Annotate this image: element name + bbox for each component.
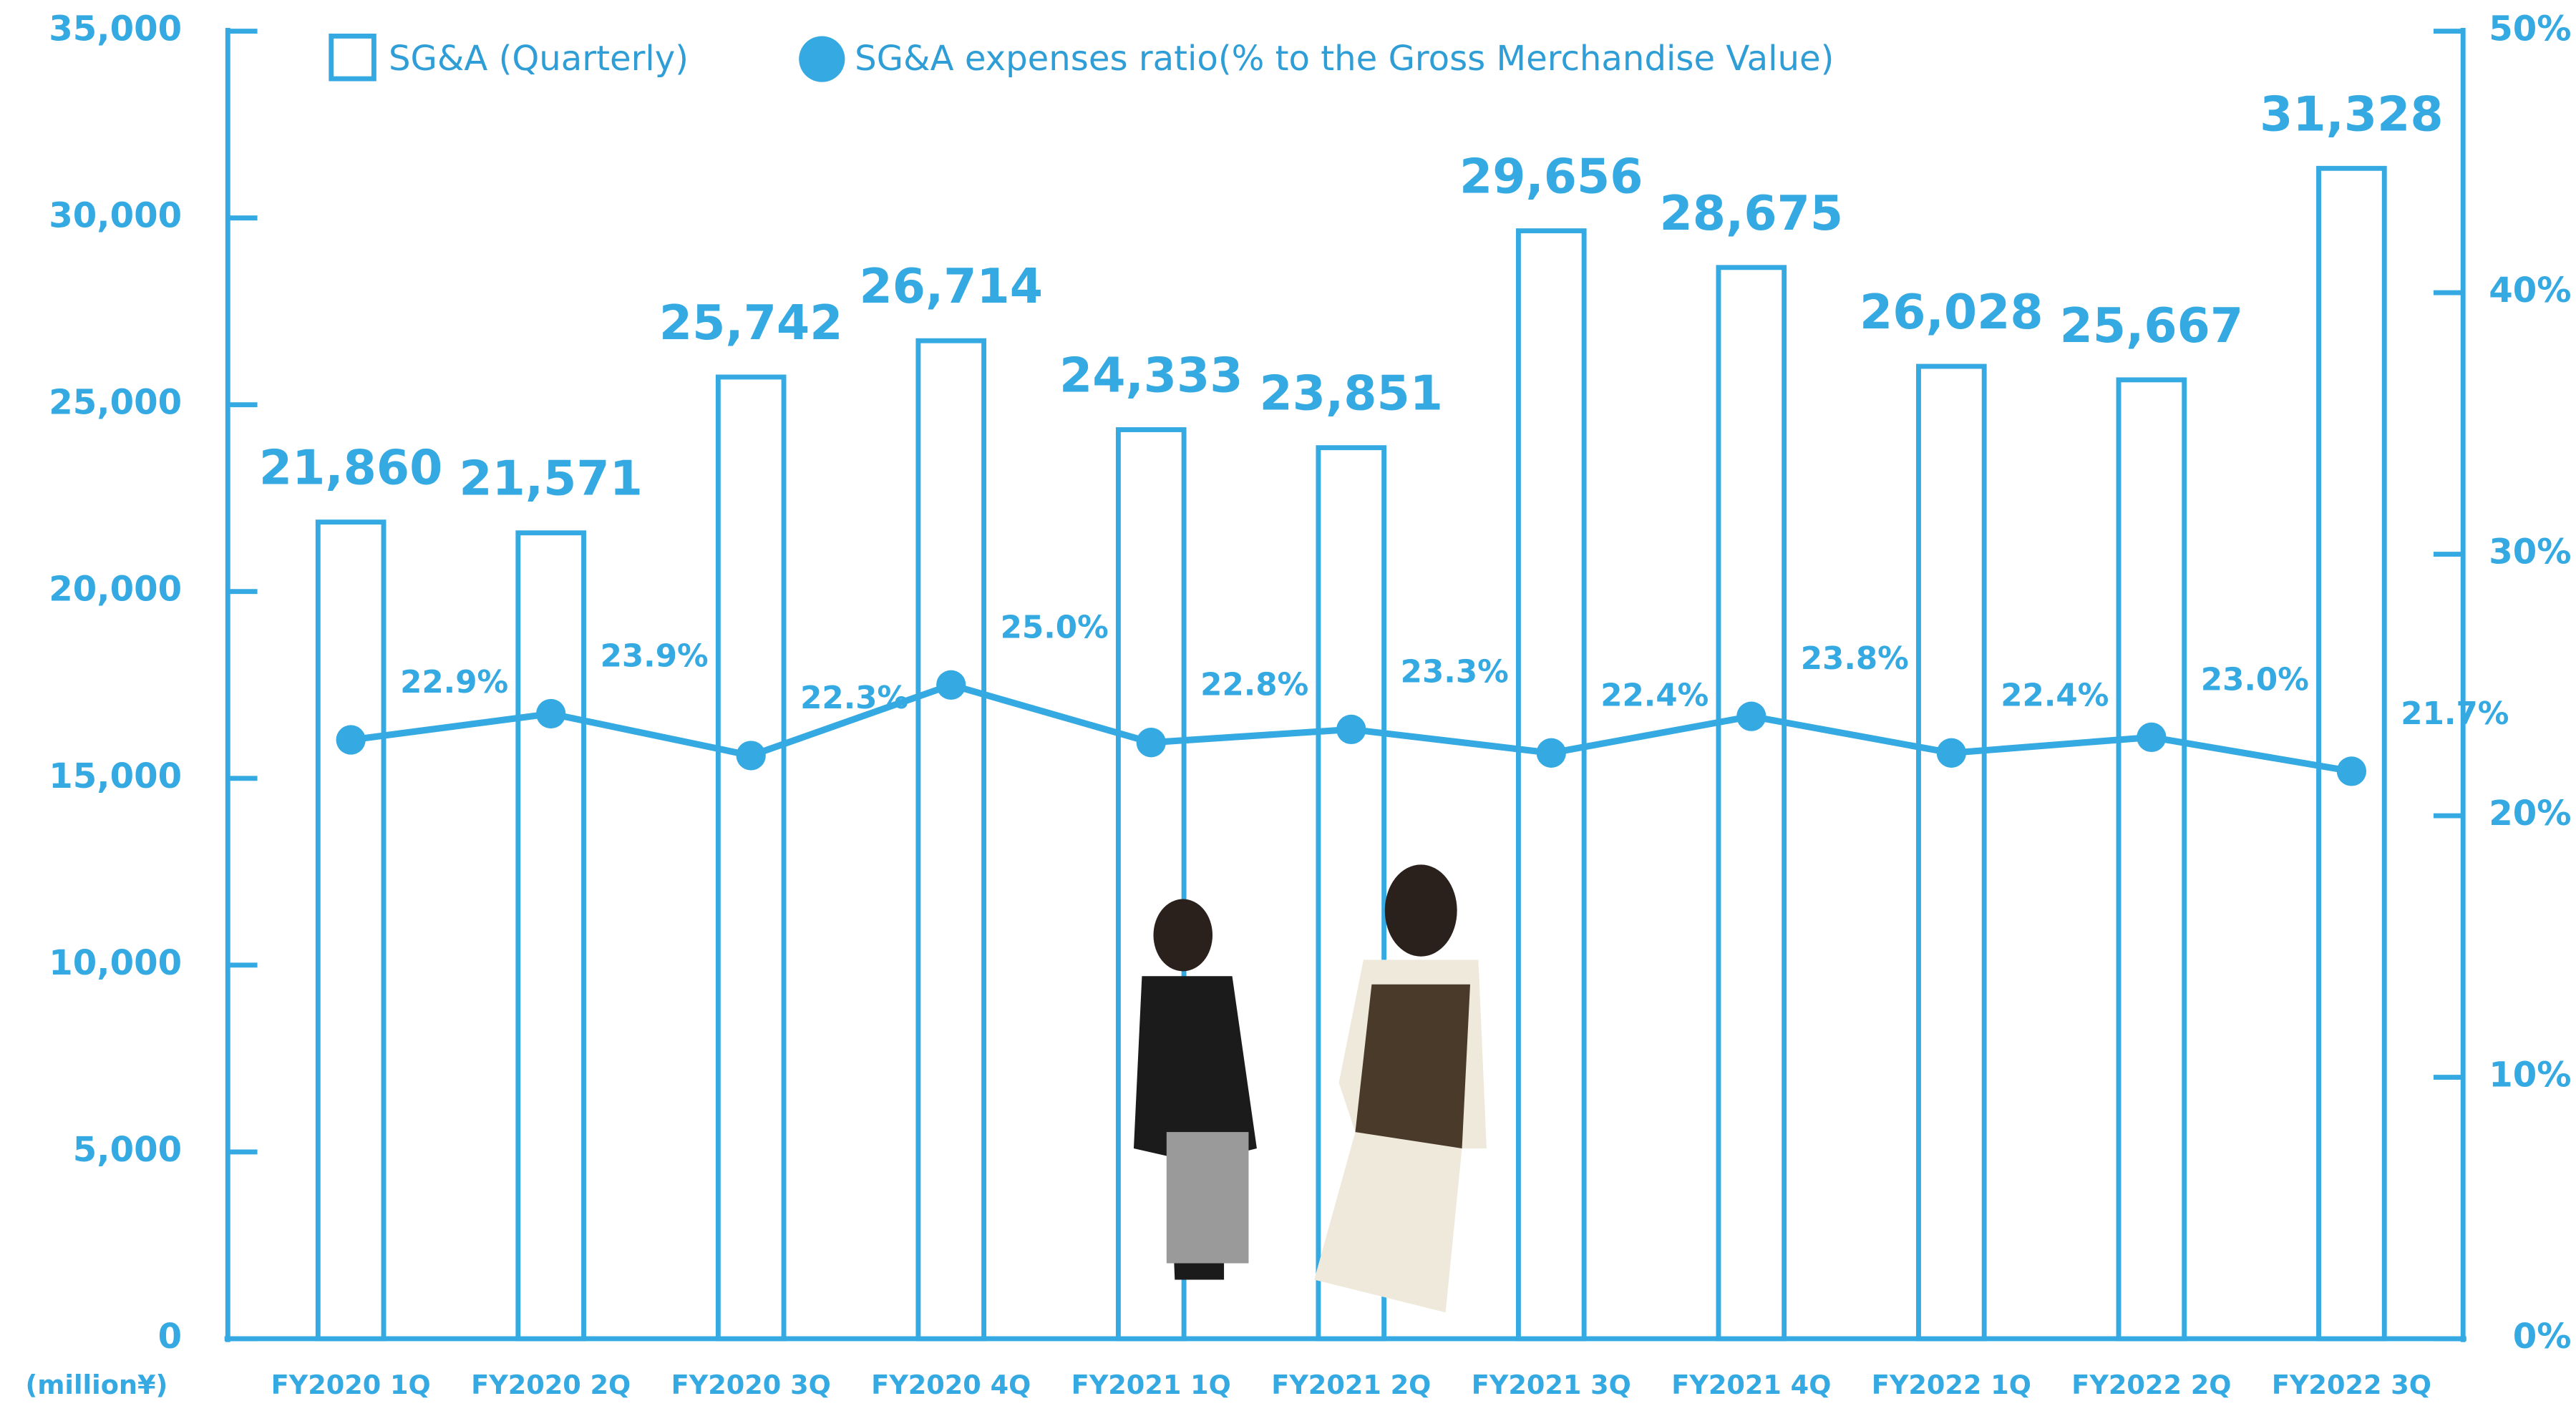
data-label: 25.0% bbox=[1001, 610, 1109, 645]
bar bbox=[1918, 366, 1984, 1339]
data-label: 29,656 bbox=[1459, 149, 1643, 205]
person-legs bbox=[1167, 1132, 1249, 1263]
data-label: 22.3% bbox=[800, 680, 908, 716]
data-label: 21,571 bbox=[459, 451, 643, 507]
y2-tick-label: 0% bbox=[2513, 1317, 2572, 1357]
y-tick-label: 5,000 bbox=[73, 1130, 182, 1170]
point bbox=[1137, 728, 1166, 757]
data-label: 22.4% bbox=[1600, 678, 1709, 713]
y-tick-label: 30,000 bbox=[49, 196, 182, 236]
x-tick-label: FY2022 3Q bbox=[2272, 1370, 2431, 1400]
bar bbox=[1719, 268, 1784, 1339]
chart: (million¥) SG&A (Quarterly) SG&A expense… bbox=[0, 0, 2576, 1406]
legend-label: SG&A (Quarterly) bbox=[389, 39, 689, 79]
y-tick-label: 15,000 bbox=[49, 756, 182, 796]
data-label: 23,851 bbox=[1259, 366, 1443, 421]
legend-label: SG&A expenses ratio(% to the Gross Merch… bbox=[855, 39, 1834, 79]
legend-swatch bbox=[799, 36, 845, 82]
bar bbox=[2319, 168, 2385, 1339]
point bbox=[1937, 738, 1966, 768]
data-label: 23.9% bbox=[601, 639, 709, 675]
y-tick-label: 25,000 bbox=[49, 383, 182, 423]
point bbox=[1736, 702, 1766, 731]
data-label: 23.8% bbox=[1801, 641, 1909, 677]
data-label: 21,860 bbox=[259, 440, 443, 496]
point bbox=[2137, 723, 2166, 752]
y-tick-label: 0 bbox=[158, 1317, 183, 1357]
point bbox=[737, 741, 766, 770]
x-tick-label: FY2022 1Q bbox=[1872, 1370, 2031, 1400]
data-label: 26,028 bbox=[1860, 284, 2043, 340]
point bbox=[2337, 756, 2366, 786]
legend-swatch bbox=[331, 36, 374, 79]
x-tick-label: FY2021 1Q bbox=[1071, 1370, 1231, 1400]
x-tick-label: FY2020 4Q bbox=[871, 1370, 1031, 1400]
data-label: 22.8% bbox=[1200, 668, 1308, 703]
person-head bbox=[1385, 864, 1457, 956]
person-head bbox=[1153, 899, 1212, 971]
data-label: 23.3% bbox=[1401, 654, 1509, 690]
point bbox=[336, 725, 366, 754]
point bbox=[536, 699, 565, 728]
y-tick-label: 10,000 bbox=[49, 943, 182, 983]
bar bbox=[318, 522, 384, 1339]
data-label: 26,714 bbox=[859, 258, 1043, 314]
y-tick-label: 35,000 bbox=[49, 9, 182, 49]
point bbox=[936, 670, 966, 700]
y2-tick-label: 30% bbox=[2489, 532, 2571, 572]
data-label: 25,742 bbox=[659, 295, 843, 351]
data-label: 22.4% bbox=[2001, 678, 2109, 713]
x-tick-label: FY2020 3Q bbox=[671, 1370, 831, 1400]
data-label: 25,667 bbox=[2060, 298, 2244, 353]
y-unit-label: (million¥) bbox=[25, 1370, 167, 1400]
y2-tick-label: 50% bbox=[2489, 9, 2571, 49]
data-label: 23.0% bbox=[2201, 662, 2309, 698]
y2-tick-label: 10% bbox=[2489, 1055, 2571, 1095]
y2-tick-label: 40% bbox=[2489, 270, 2571, 311]
bar bbox=[518, 533, 584, 1339]
bar bbox=[2119, 380, 2184, 1339]
legend: SG&A (Quarterly) SG&A expenses ratio(% t… bbox=[331, 36, 1834, 82]
data-label: 31,328 bbox=[2260, 86, 2444, 142]
bar bbox=[718, 377, 784, 1339]
x-tick-label: FY2020 1Q bbox=[271, 1370, 431, 1400]
point bbox=[1537, 738, 1566, 768]
point bbox=[1336, 715, 1366, 744]
y-tick-label: 20,000 bbox=[49, 570, 182, 610]
x-tick-label: FY2021 2Q bbox=[1271, 1370, 1431, 1400]
bar bbox=[918, 341, 984, 1339]
person-vest bbox=[1356, 985, 1471, 1148]
data-label: 28,675 bbox=[1660, 185, 1844, 241]
data-label: 24,333 bbox=[1059, 347, 1243, 403]
data-label: 21.7% bbox=[2401, 696, 2509, 732]
x-tick-label: FY2020 2Q bbox=[471, 1370, 631, 1400]
x-tick-label: FY2021 3Q bbox=[1472, 1370, 1631, 1400]
bar bbox=[1518, 231, 1584, 1339]
y2-tick-label: 20% bbox=[2489, 794, 2571, 834]
x-tick-label: FY2022 2Q bbox=[2071, 1370, 2231, 1400]
x-tick-label: FY2021 4Q bbox=[1671, 1370, 1831, 1400]
data-label: 22.9% bbox=[400, 665, 508, 700]
